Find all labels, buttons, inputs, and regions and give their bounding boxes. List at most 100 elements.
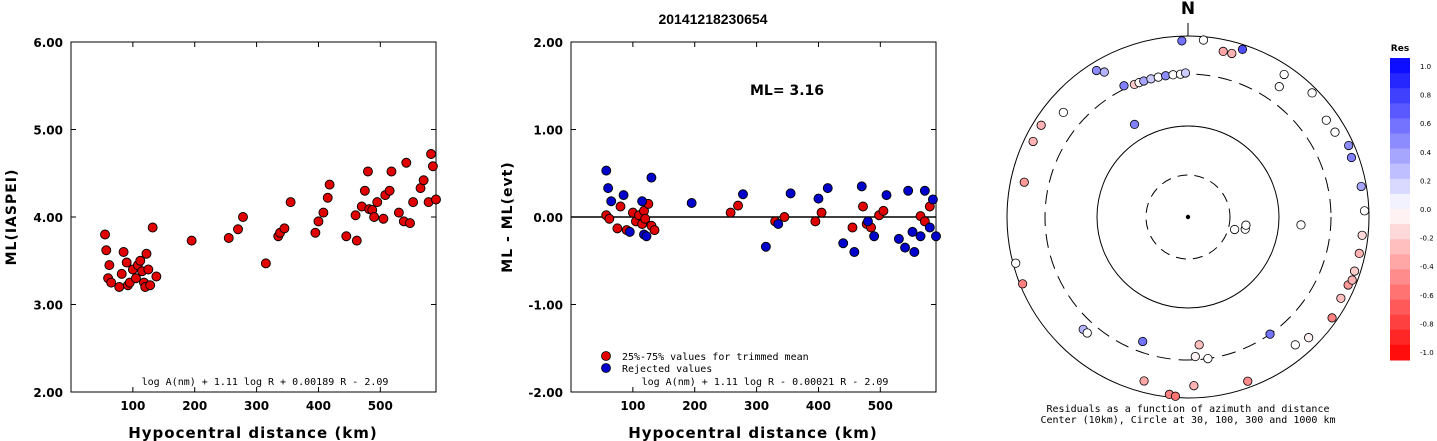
colorbar-tick-label: -0.8 xyxy=(1420,320,1434,328)
panel1-formula: log A(nm) + 1.11 log R + 0.00189 R - 2.0… xyxy=(142,377,389,388)
station-point xyxy=(1296,220,1306,230)
data-point xyxy=(318,207,329,218)
data-point xyxy=(186,235,197,246)
colorbar-block xyxy=(1390,73,1410,89)
station-point xyxy=(1237,44,1248,54)
data-point xyxy=(131,273,141,284)
station-point xyxy=(1227,48,1237,59)
station-point xyxy=(1344,140,1354,151)
data-point xyxy=(350,210,361,221)
station-point xyxy=(1153,72,1163,82)
legend-label-trimmed: 25%-75% values for trimmed mean xyxy=(622,352,809,363)
data-point xyxy=(725,207,736,218)
station-point xyxy=(1241,220,1251,230)
colorbar-block xyxy=(1390,239,1410,255)
data-point xyxy=(900,242,911,253)
data-point xyxy=(223,233,234,243)
data-point xyxy=(810,216,821,227)
legend-label-rejected: Rejected values xyxy=(622,364,712,375)
station-point xyxy=(1018,279,1028,289)
colorbar-block xyxy=(1390,118,1410,134)
data-point xyxy=(862,216,873,227)
colorbar-tick-label: 1.0 xyxy=(1420,63,1431,71)
data-point xyxy=(116,268,127,279)
data-point xyxy=(378,213,389,224)
station-point xyxy=(1347,275,1357,285)
data-point xyxy=(838,238,849,249)
x-tick-label: 400 xyxy=(806,399,831,413)
station-point xyxy=(1036,120,1046,130)
station-point xyxy=(1198,35,1209,45)
x-tick-label: 400 xyxy=(306,399,331,413)
station-point xyxy=(1354,248,1364,259)
data-point xyxy=(603,183,614,194)
data-point xyxy=(606,196,617,207)
data-point xyxy=(418,175,429,186)
ring-1000km xyxy=(1006,35,1370,399)
center-marker xyxy=(1185,214,1191,220)
data-point xyxy=(624,226,635,237)
data-point xyxy=(785,188,796,199)
polar-caption-line1: Residuals as a function of azimuth and d… xyxy=(1047,404,1330,415)
data-point xyxy=(386,166,397,177)
station-point xyxy=(1321,115,1331,125)
data-point xyxy=(641,231,652,242)
data-point xyxy=(147,222,158,233)
data-point xyxy=(909,247,920,257)
panel1-y-axis-label: ML(IASPEI) xyxy=(4,169,20,266)
data-point xyxy=(322,192,333,203)
data-point xyxy=(816,207,827,218)
panel2-y-ticks: -2.00 -1.00 0.00 1.00 2.00 xyxy=(528,36,936,400)
data-point xyxy=(858,201,868,212)
data-point xyxy=(100,229,110,240)
station-point xyxy=(1349,266,1360,276)
y-tick-label: 2.00 xyxy=(33,386,63,400)
station-point xyxy=(1290,340,1300,350)
data-point xyxy=(114,282,125,292)
data-point xyxy=(813,193,824,204)
colorbar-block xyxy=(1390,58,1410,74)
data-point xyxy=(893,233,904,244)
data-point xyxy=(856,181,867,192)
data-point xyxy=(847,222,858,233)
data-point xyxy=(903,185,914,196)
panel2-y-axis-label: ML - ML(evt) xyxy=(500,161,516,272)
panel2-formula: log A(nm) + 1.11 log R - 0.00021 R - 2.0… xyxy=(642,377,889,388)
data-point xyxy=(104,260,115,271)
station-point xyxy=(1119,81,1129,91)
data-point xyxy=(927,194,938,205)
station-point xyxy=(1129,119,1140,129)
colorbar-tick-label: -0.4 xyxy=(1420,263,1434,271)
colorbar-block xyxy=(1390,329,1410,346)
data-point xyxy=(779,212,790,222)
colorbar-block xyxy=(1390,133,1410,150)
colorbar-block xyxy=(1390,314,1410,331)
colorbar-block xyxy=(1390,299,1410,316)
y-tick-label: 4.00 xyxy=(33,211,63,225)
y-tick-label: 1.00 xyxy=(533,124,563,138)
data-point xyxy=(408,197,419,208)
data-point xyxy=(733,200,743,211)
colorbar-block xyxy=(1390,344,1410,361)
data-point xyxy=(372,197,383,208)
station-point xyxy=(1139,376,1149,386)
data-point xyxy=(649,225,660,236)
station-point xyxy=(1180,68,1191,78)
panel1-x-ticks: 100 200 300 400 500 xyxy=(120,42,393,413)
y-tick-label: 3.00 xyxy=(33,299,63,313)
colorbar-block xyxy=(1390,224,1410,240)
data-point xyxy=(878,205,889,216)
colorbar-block xyxy=(1390,209,1410,225)
x-tick-label: 500 xyxy=(868,399,893,413)
data-point xyxy=(612,223,623,234)
data-point xyxy=(618,190,629,201)
colorbar-tick-label: -0.6 xyxy=(1420,292,1434,300)
station-point xyxy=(1203,354,1213,364)
station-point xyxy=(1356,181,1366,192)
station-point xyxy=(1138,336,1148,347)
panel2-x-ticks: 100 200 300 400 500 xyxy=(620,42,893,413)
data-point xyxy=(822,183,833,194)
data-point xyxy=(907,226,918,237)
data-point xyxy=(121,257,132,268)
